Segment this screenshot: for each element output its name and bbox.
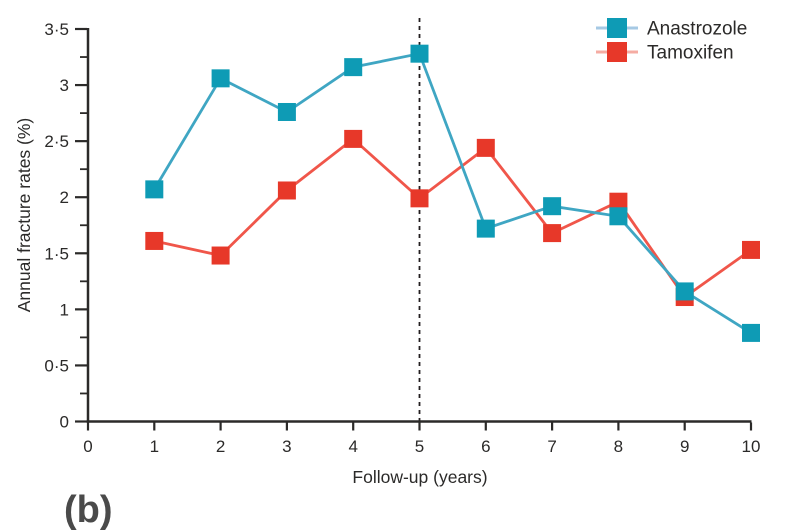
x-tick-label: 4 xyxy=(348,437,357,456)
tamoxifen-marker-year-8 xyxy=(609,192,628,211)
x-tick-label: 0 xyxy=(83,437,92,456)
tamoxifen-marker-year-4 xyxy=(344,129,363,148)
tamoxifen-marker-year-10 xyxy=(742,240,760,259)
anastrozole-marker-year-9 xyxy=(675,282,694,301)
legend: Anastrozole Tamoxifen xyxy=(596,18,747,64)
tamoxifen-line xyxy=(153,137,752,299)
tamoxifen-marker-year-7 xyxy=(543,224,562,243)
y-tick-label: 3 xyxy=(60,76,69,95)
anastrozole-marker-year-8 xyxy=(609,207,628,226)
x-tick-label: 6 xyxy=(481,437,490,456)
legend-label: Anastrozole xyxy=(647,19,747,40)
x-tick-label: 2 xyxy=(216,437,225,456)
legend-marker-sample xyxy=(607,42,627,62)
anastrozole-marker-year-7 xyxy=(543,197,562,216)
y-tick-label: 1 xyxy=(60,300,69,319)
legend-marker-sample xyxy=(607,18,627,38)
x-tick-label: 5 xyxy=(415,437,424,456)
tamoxifen-marker-year-2 xyxy=(211,246,230,265)
x-tick-label: 3 xyxy=(282,437,291,456)
x-tick-label: 7 xyxy=(547,437,556,456)
tamoxifen-marker-year-5 xyxy=(410,189,429,208)
x-tick-label: 9 xyxy=(680,437,689,456)
y-tick-label: 2 xyxy=(60,188,69,207)
tamoxifen-marker-year-3 xyxy=(277,181,296,200)
anastrozole-marker-year-3 xyxy=(277,102,296,121)
y-tick-label: 1·5 xyxy=(44,244,69,263)
anastrozole-marker-year-6 xyxy=(476,219,495,238)
anastrozole-marker-year-5 xyxy=(410,44,429,63)
x-tick-label: 8 xyxy=(614,437,623,456)
anastrozole-line xyxy=(153,52,752,335)
panel-label-cropped: (b) xyxy=(64,489,113,531)
y-tick-label: 2·5 xyxy=(44,132,69,151)
legend-item-tamoxifen: Tamoxifen xyxy=(596,42,734,64)
y-axis-title: Annual fracture rates (%) xyxy=(14,118,34,313)
anastrozole-marker-year-4 xyxy=(344,58,363,77)
axes-layer: 0 0·5 1 1·5 2 2·5 3 3·5 0 1 2 3 4 5 6 7 8 9 10 xyxy=(44,20,760,456)
y-tick-label: 3·5 xyxy=(44,20,69,39)
annual-fracture-rates-chart: 0 0·5 1 1·5 2 2·5 3 3·5 0 1 2 3 4 5 6 7 8 9 10 Follow-up (… xyxy=(14,18,760,487)
anastrozole-marker-year-10 xyxy=(742,323,760,342)
x-tick-label: 1 xyxy=(150,437,159,456)
tamoxifen-marker-year-6 xyxy=(476,138,495,157)
anastrozole-marker-year-1 xyxy=(145,180,164,199)
anastrozole-marker-year-2 xyxy=(211,69,230,88)
x-tick-label: 10 xyxy=(742,437,761,456)
legend-item-anastrozole: Anastrozole xyxy=(596,18,747,40)
legend-label: Tamoxifen xyxy=(647,43,734,64)
y-tick-label: 0·5 xyxy=(44,356,69,375)
x-axis-title: Follow-up (years) xyxy=(352,467,487,487)
tamoxifen-marker-year-1 xyxy=(145,231,164,250)
y-tick-label: 0 xyxy=(60,413,69,432)
series-layer xyxy=(145,44,760,342)
